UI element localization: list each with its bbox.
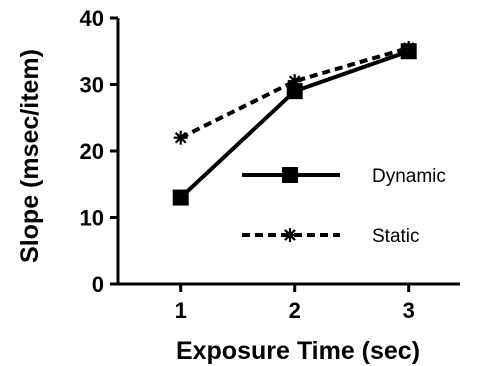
x-tick-label: 2 [289, 298, 301, 323]
data-point-static [173, 130, 188, 145]
legend-label-dynamic: Dynamic [372, 166, 446, 187]
data-point-dynamic [400, 43, 417, 60]
ticks: 0 10 20 30 40 1 2 3 [80, 6, 415, 323]
legend: Dynamic Static [242, 166, 446, 247]
data-point-dynamic [172, 189, 189, 206]
x-tick-label: 3 [403, 298, 415, 323]
legend-marker-dynamic [282, 167, 298, 183]
y-tick-label: 20 [80, 139, 104, 164]
x-tick-label: 1 [175, 298, 187, 323]
series-layer [172, 40, 417, 206]
y-tick-label: 40 [80, 6, 104, 31]
data-point-dynamic [286, 83, 303, 100]
legend-marker-static [283, 228, 297, 242]
series-line-static [179, 45, 410, 140]
x-axis-title: Exposure Time (sec) [176, 337, 420, 365]
y-tick-label: 10 [80, 206, 104, 231]
y-tick-label: 30 [80, 73, 104, 98]
legend-label-static: Static [372, 226, 420, 247]
y-axis-title: Slope (msec/item) [16, 49, 44, 263]
y-tick-label: 0 [92, 272, 104, 297]
